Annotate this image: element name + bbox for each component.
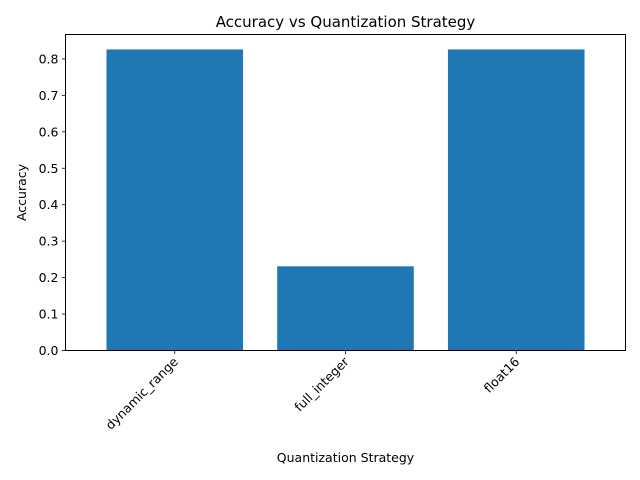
y-tick-label: 0.2 [39, 270, 59, 285]
y-axis-ticks: 0.0 0.1 0.2 0.3 0.4 0.5 0.6 0.7 0.8 [39, 51, 66, 358]
bar-dynamic_range [106, 49, 244, 351]
x-axis-label: Quantization Strategy [277, 450, 415, 465]
y-tick-label: 0.3 [39, 234, 59, 249]
bars-layer [106, 49, 585, 351]
bar-full_integer [277, 266, 414, 351]
chart-title: Accuracy vs Quantization Strategy [216, 13, 476, 31]
y-tick-label: 0.0 [39, 343, 59, 358]
y-tick-label: 0.7 [39, 88, 59, 103]
y-tick-label: 0.6 [39, 124, 59, 139]
y-tick-label: 0.1 [39, 307, 59, 322]
y-tick-label: 0.8 [39, 51, 59, 66]
bar-float16 [447, 49, 585, 351]
y-tick-label: 0.5 [39, 161, 59, 176]
y-tick-label: 0.4 [39, 197, 59, 212]
y-axis-label: Accuracy [14, 163, 29, 221]
